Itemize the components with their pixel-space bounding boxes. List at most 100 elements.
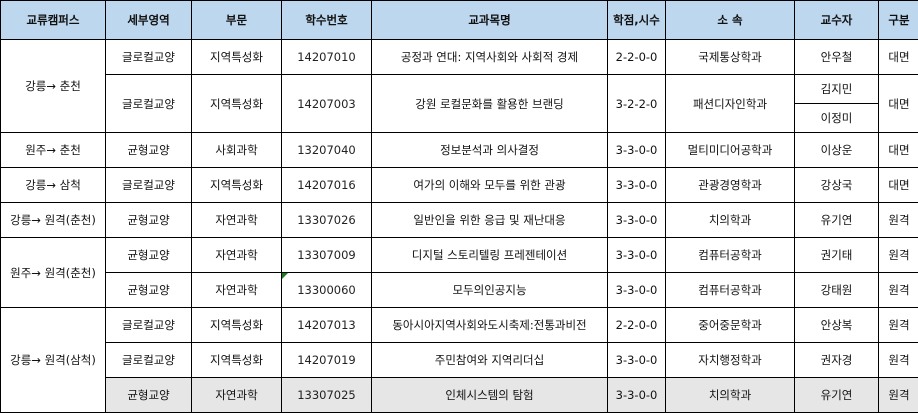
credit-cell[interactable]: 3-3-0-0 — [608, 203, 666, 238]
code-cell[interactable]: 13307009 — [282, 238, 372, 273]
campus-cell[interactable]: 원주→ 춘천 — [1, 133, 106, 168]
title-cell[interactable]: 주민참여와 지역리더십 — [372, 343, 608, 378]
title-cell[interactable]: 디지털 스토리텔링 프레젠테이션 — [372, 238, 608, 273]
professor-cell[interactable]: 이상운 — [795, 133, 879, 168]
section-cell[interactable]: 지역특성화 — [192, 75, 282, 133]
dept-cell[interactable]: 자치행정학과 — [666, 343, 795, 378]
area-cell[interactable]: 균형교양 — [106, 273, 192, 308]
dept-cell[interactable]: 치의학과 — [666, 378, 795, 413]
title-cell[interactable]: 인체시스템의 탐험 — [372, 378, 608, 413]
type-cell[interactable]: 대면 — [879, 75, 918, 133]
title-cell[interactable]: 정보분석과 의사결정 — [372, 133, 608, 168]
header-area[interactable]: 세부영역 — [106, 1, 192, 40]
professor-cell[interactable]: 권기태 — [795, 238, 879, 273]
credit-cell[interactable]: 3-3-0-0 — [608, 238, 666, 273]
dept-cell[interactable]: 패션디자인학과 — [666, 75, 795, 133]
professor-cell[interactable]: 이정미 — [795, 104, 879, 133]
professor-cell[interactable]: 권자경 — [795, 343, 879, 378]
section-cell[interactable]: 지역특성화 — [192, 40, 282, 75]
type-cell[interactable]: 원격 — [879, 238, 918, 273]
campus-cell[interactable]: 강릉→ 춘천 — [1, 40, 106, 133]
code-cell[interactable]: 13300060 — [282, 273, 372, 308]
dept-cell[interactable]: 치의학과 — [666, 203, 795, 238]
campus-cell[interactable]: 강릉→ 원격(삼척) — [1, 308, 106, 413]
header-title[interactable]: 교과목명 — [372, 1, 608, 40]
title-cell[interactable]: 여가의 이해와 모두를 위한 관광 — [372, 168, 608, 203]
header-section[interactable]: 부문 — [192, 1, 282, 40]
campus-cell[interactable]: 강릉→ 삼척 — [1, 168, 106, 203]
credit-cell[interactable]: 2-2-0-0 — [608, 308, 666, 343]
code-cell[interactable]: 13307025 — [282, 378, 372, 413]
section-cell[interactable]: 지역특성화 — [192, 168, 282, 203]
title-cell[interactable]: 모두의인공지능 — [372, 273, 608, 308]
section-cell[interactable]: 자연과학 — [192, 378, 282, 413]
type-cell[interactable]: 대면 — [879, 133, 918, 168]
header-dept[interactable]: 소 속 — [666, 1, 795, 40]
dept-cell[interactable]: 컴퓨터공학과 — [666, 238, 795, 273]
type-cell[interactable]: 원격 — [879, 378, 918, 413]
code-cell[interactable]: 13307026 — [282, 203, 372, 238]
type-cell[interactable]: 원격 — [879, 308, 918, 343]
area-cell[interactable]: 균형교양 — [106, 378, 192, 413]
credit-cell[interactable]: 3-3-0-0 — [608, 343, 666, 378]
header-campus[interactable]: 교류캠퍼스 — [1, 1, 106, 40]
code-cell[interactable]: 14207010 — [282, 40, 372, 75]
section-cell[interactable]: 자연과학 — [192, 203, 282, 238]
header-type[interactable]: 구분 — [879, 1, 918, 40]
area-cell[interactable]: 글로컬교양 — [106, 75, 192, 133]
campus-cell[interactable]: 강릉→ 원격(춘천) — [1, 203, 106, 238]
title-cell[interactable]: 강원 로컬문화를 활용한 브랜딩 — [372, 75, 608, 133]
dept-cell[interactable]: 관광경영학과 — [666, 168, 795, 203]
type-cell[interactable]: 대면 — [879, 168, 918, 203]
credit-cell[interactable]: 3-3-0-0 — [608, 378, 666, 413]
area-cell[interactable]: 균형교양 — [106, 133, 192, 168]
dept-cell[interactable]: 컴퓨터공학과 — [666, 273, 795, 308]
area-cell[interactable]: 글로컬교양 — [106, 40, 192, 75]
campus-cell[interactable]: 원주→ 원격(춘천) — [1, 238, 106, 308]
dept-cell[interactable]: 멀티미디어공학과 — [666, 133, 795, 168]
code-cell[interactable]: 14207019 — [282, 343, 372, 378]
header-professor[interactable]: 교수자 — [795, 1, 879, 40]
type-cell[interactable]: 원격 — [879, 273, 918, 308]
header-credit[interactable]: 학점,시수 — [608, 1, 666, 40]
title-cell[interactable]: 일반인을 위한 응급 및 재난대응 — [372, 203, 608, 238]
professor-cell[interactable]: 유기연 — [795, 203, 879, 238]
professor-cell[interactable]: 유기연 — [795, 378, 879, 413]
professor-cell[interactable]: 안상복 — [795, 308, 879, 343]
title-cell[interactable]: 동아시아지역사회와도시축제:전통과비전 — [372, 308, 608, 343]
dept-cell[interactable]: 중어중문학과 — [666, 308, 795, 343]
dept-cell[interactable]: 국제통상학과 — [666, 40, 795, 75]
area-cell[interactable]: 글로컬교양 — [106, 168, 192, 203]
credit-cell[interactable]: 3-3-0-0 — [608, 273, 666, 308]
code-cell[interactable]: 14207003 — [282, 75, 372, 133]
section-cell[interactable]: 자연과학 — [192, 238, 282, 273]
area-cell[interactable]: 균형교양 — [106, 203, 192, 238]
professor-cell[interactable]: 강태원 — [795, 273, 879, 308]
area-cell[interactable]: 균형교양 — [106, 238, 192, 273]
header-code[interactable]: 학수번호 — [282, 1, 372, 40]
title-cell[interactable]: 공정과 연대: 지역사회와 사회적 경제 — [372, 40, 608, 75]
type-cell[interactable]: 원격 — [879, 203, 918, 238]
professor-cell[interactable]: 강상국 — [795, 168, 879, 203]
credit-cell[interactable]: 2-2-0-0 — [608, 40, 666, 75]
section-cell[interactable]: 자연과학 — [192, 273, 282, 308]
professor-cell[interactable]: 안우철 — [795, 40, 879, 75]
area-cell[interactable]: 글로컬교양 — [106, 343, 192, 378]
section-cell[interactable]: 지역특성화 — [192, 343, 282, 378]
section-cell[interactable]: 지역특성화 — [192, 308, 282, 343]
code-cell[interactable]: 14207013 — [282, 308, 372, 343]
credit-cell[interactable]: 3-3-0-0 — [608, 168, 666, 203]
credit-cell[interactable]: 3-2-2-0 — [608, 75, 666, 133]
type-cell[interactable]: 대면 — [879, 40, 918, 75]
section-cell[interactable]: 사회과학 — [192, 133, 282, 168]
code-cell[interactable]: 14207016 — [282, 168, 372, 203]
area-cell[interactable]: 글로컬교양 — [106, 308, 192, 343]
code-cell[interactable]: 13207040 — [282, 133, 372, 168]
credit-cell[interactable]: 3-3-0-0 — [608, 133, 666, 168]
professor-cell[interactable]: 김지민 — [795, 75, 879, 104]
type-cell[interactable]: 원격 — [879, 343, 918, 378]
